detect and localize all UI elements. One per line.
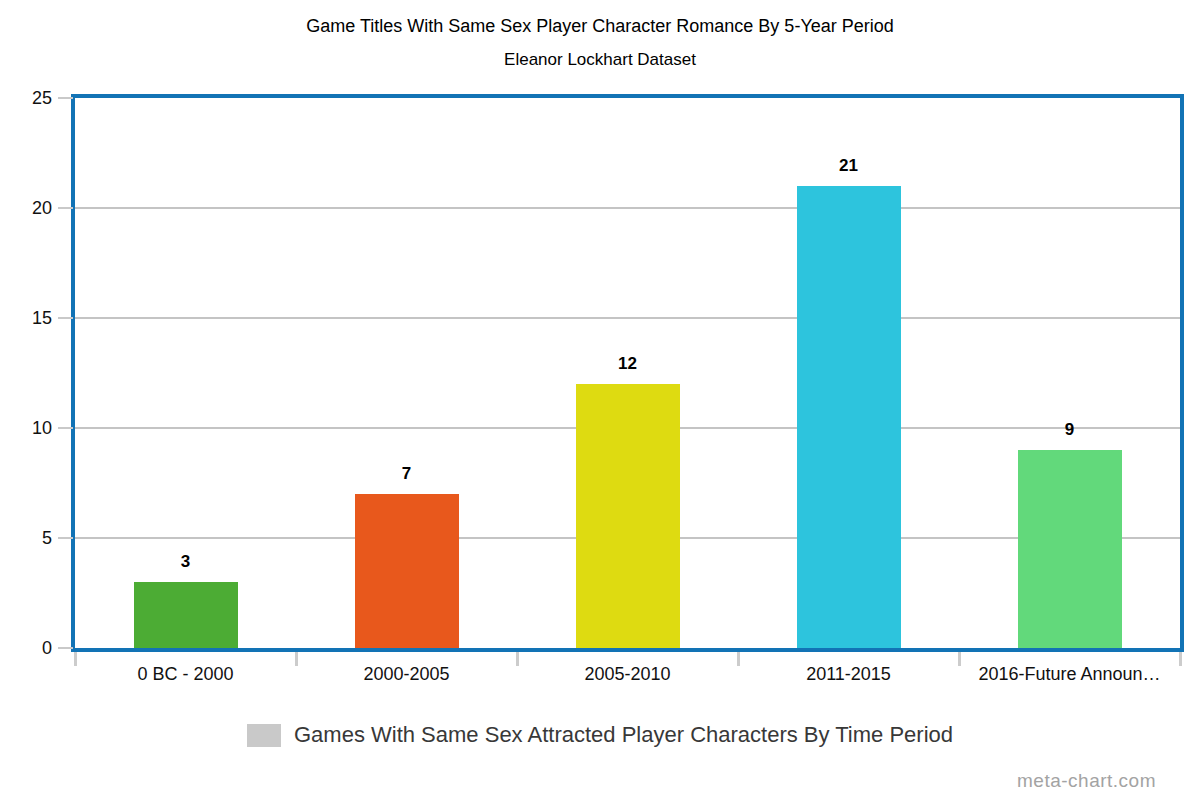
y-axis-tick-15 xyxy=(58,317,73,319)
y-axis-tick-25 xyxy=(58,97,73,99)
x-axis-tick-5 xyxy=(1179,652,1182,666)
x-axis-tick-0 xyxy=(74,652,77,666)
y-axis-label-20: 20 xyxy=(0,196,52,220)
x-axis-label-3: 2005-2010 xyxy=(517,664,738,685)
legend-label: Games With Same Sex Attracted Player Cha… xyxy=(294,722,953,748)
gridline-20 xyxy=(75,207,1180,209)
x-axis-tick-2 xyxy=(516,652,519,666)
bar-value-label-5: 9 xyxy=(1018,420,1122,440)
y-axis-tick-0 xyxy=(58,647,73,649)
plot-inner: 3 7 12 21 9 xyxy=(75,98,1180,648)
y-axis-label-5: 5 xyxy=(0,526,52,550)
watermark: meta-chart.com xyxy=(1017,770,1156,792)
x-axis-label-4: 2011-2015 xyxy=(738,664,959,685)
plot-area: 3 7 12 21 9 xyxy=(71,94,1184,652)
chart-subtitle: Eleanor Lockhart Dataset xyxy=(0,50,1200,70)
bar-value-label-2: 7 xyxy=(355,464,459,484)
bar-5 xyxy=(1018,450,1122,648)
y-axis-label-15: 15 xyxy=(0,306,52,330)
x-axis-tick-3 xyxy=(737,652,740,666)
y-axis-label-25: 25 xyxy=(0,86,52,110)
bar-value-label-1: 3 xyxy=(134,552,238,572)
bar-3 xyxy=(576,384,680,648)
bar-1 xyxy=(134,582,238,648)
x-axis-tick-4 xyxy=(958,652,961,666)
bar-4 xyxy=(797,186,901,648)
bar-2 xyxy=(355,494,459,648)
bar-value-label-4: 21 xyxy=(797,156,901,176)
y-axis-label-10: 10 xyxy=(0,416,52,440)
chart-container: Game Titles With Same Sex Player Charact… xyxy=(0,0,1200,800)
legend: Games With Same Sex Attracted Player Cha… xyxy=(0,722,1200,748)
bar-value-label-3: 12 xyxy=(576,354,680,374)
y-axis-label-0: 0 xyxy=(0,636,52,660)
gridline-15 xyxy=(75,317,1180,319)
legend-swatch-icon xyxy=(247,724,281,747)
y-axis-tick-10 xyxy=(58,427,73,429)
chart-title: Game Titles With Same Sex Player Charact… xyxy=(0,16,1200,37)
y-axis-tick-20 xyxy=(58,207,73,209)
x-axis-label-5: 2016-Future Announ… xyxy=(959,664,1180,685)
y-axis-tick-5 xyxy=(58,537,73,539)
x-axis-label-1: 0 BC - 2000 xyxy=(75,664,296,685)
x-axis-tick-1 xyxy=(295,652,298,666)
x-axis-label-2: 2000-2005 xyxy=(296,664,517,685)
